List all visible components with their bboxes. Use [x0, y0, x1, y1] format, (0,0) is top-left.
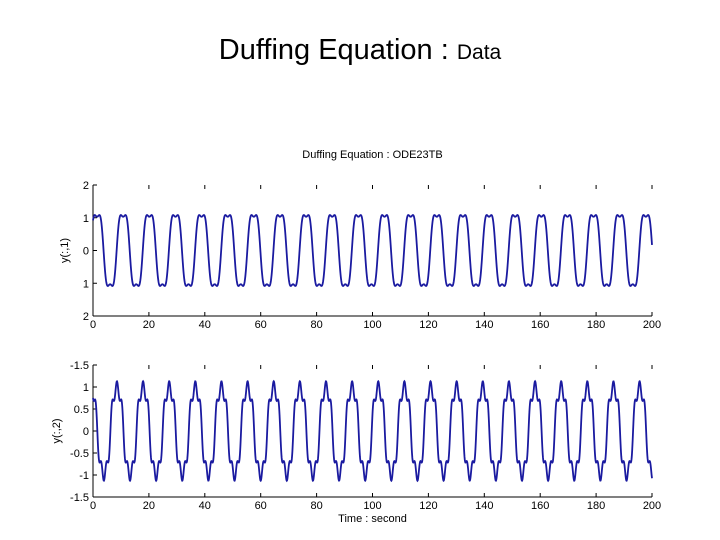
x-tick-label: 0 [90, 500, 96, 512]
x-tick-label: 180 [587, 500, 605, 512]
chart-2: 0 20 40 60 80 100 120 140 160 180 200 -1.5 1 0.5 0 -0.5… [51, 360, 661, 525]
y-tick-label: 0.5 [74, 404, 89, 416]
x-tick-label: 100 [363, 500, 381, 512]
x-tick-label: 140 [475, 319, 493, 331]
y-tick-label: 2 [83, 311, 89, 323]
x-tick-label: 200 [643, 319, 661, 331]
slide-title-main: Duffing Equation : [218, 34, 457, 66]
slide-title-sub: Data [456, 41, 502, 64]
slide-title: Duffing Equation : Data [0, 34, 720, 67]
chart-1: 0 20 40 60 80 100 120 140 160 180 200 2 1 0 1 2 Duffing … [59, 149, 661, 331]
y-tick-label: 0 [83, 246, 89, 258]
x-tick-label: 180 [587, 319, 605, 331]
x-tick-label: 60 [255, 319, 267, 331]
x-tick-label: 160 [531, 319, 549, 331]
series-line-1 [92, 214, 653, 287]
x-tick-label: 20 [143, 500, 155, 512]
y-tick-label: -1 [79, 470, 89, 482]
y-tick-label: 1 [83, 213, 89, 225]
x-tick-label: 80 [310, 500, 322, 512]
x-tick-label: 80 [310, 319, 322, 331]
x-tick-label: 40 [199, 319, 211, 331]
plot-title: Duffing Equation : ODE23TB [302, 149, 442, 161]
x-tick-label: 140 [475, 500, 493, 512]
y-tick-label: 0 [83, 426, 89, 438]
y-tick-label: -1.5 [70, 360, 89, 372]
y-tick-label: 1 [83, 382, 89, 394]
x-tick-label: 40 [199, 500, 211, 512]
y-tick-label: 1 [83, 278, 89, 290]
x-tick-label: 120 [419, 319, 437, 331]
x-tick-label: 200 [643, 500, 661, 512]
y-axis-label: y(:,1) [59, 238, 71, 263]
x-axis-label: Time : second [338, 513, 407, 525]
series-line-1 [92, 379, 653, 483]
x-tick-label: 20 [143, 319, 155, 331]
y-axis-label: y(:,2) [51, 418, 63, 443]
x-tick-label: 100 [363, 319, 381, 331]
x-tick-label: 60 [255, 500, 267, 512]
x-tick-label: 0 [90, 319, 96, 331]
y-tick-label: -1.5 [70, 492, 89, 504]
y-tick-label: 2 [83, 180, 89, 192]
x-tick-label: 160 [531, 500, 549, 512]
x-tick-label: 120 [419, 500, 437, 512]
y-tick-label: -0.5 [70, 448, 89, 460]
